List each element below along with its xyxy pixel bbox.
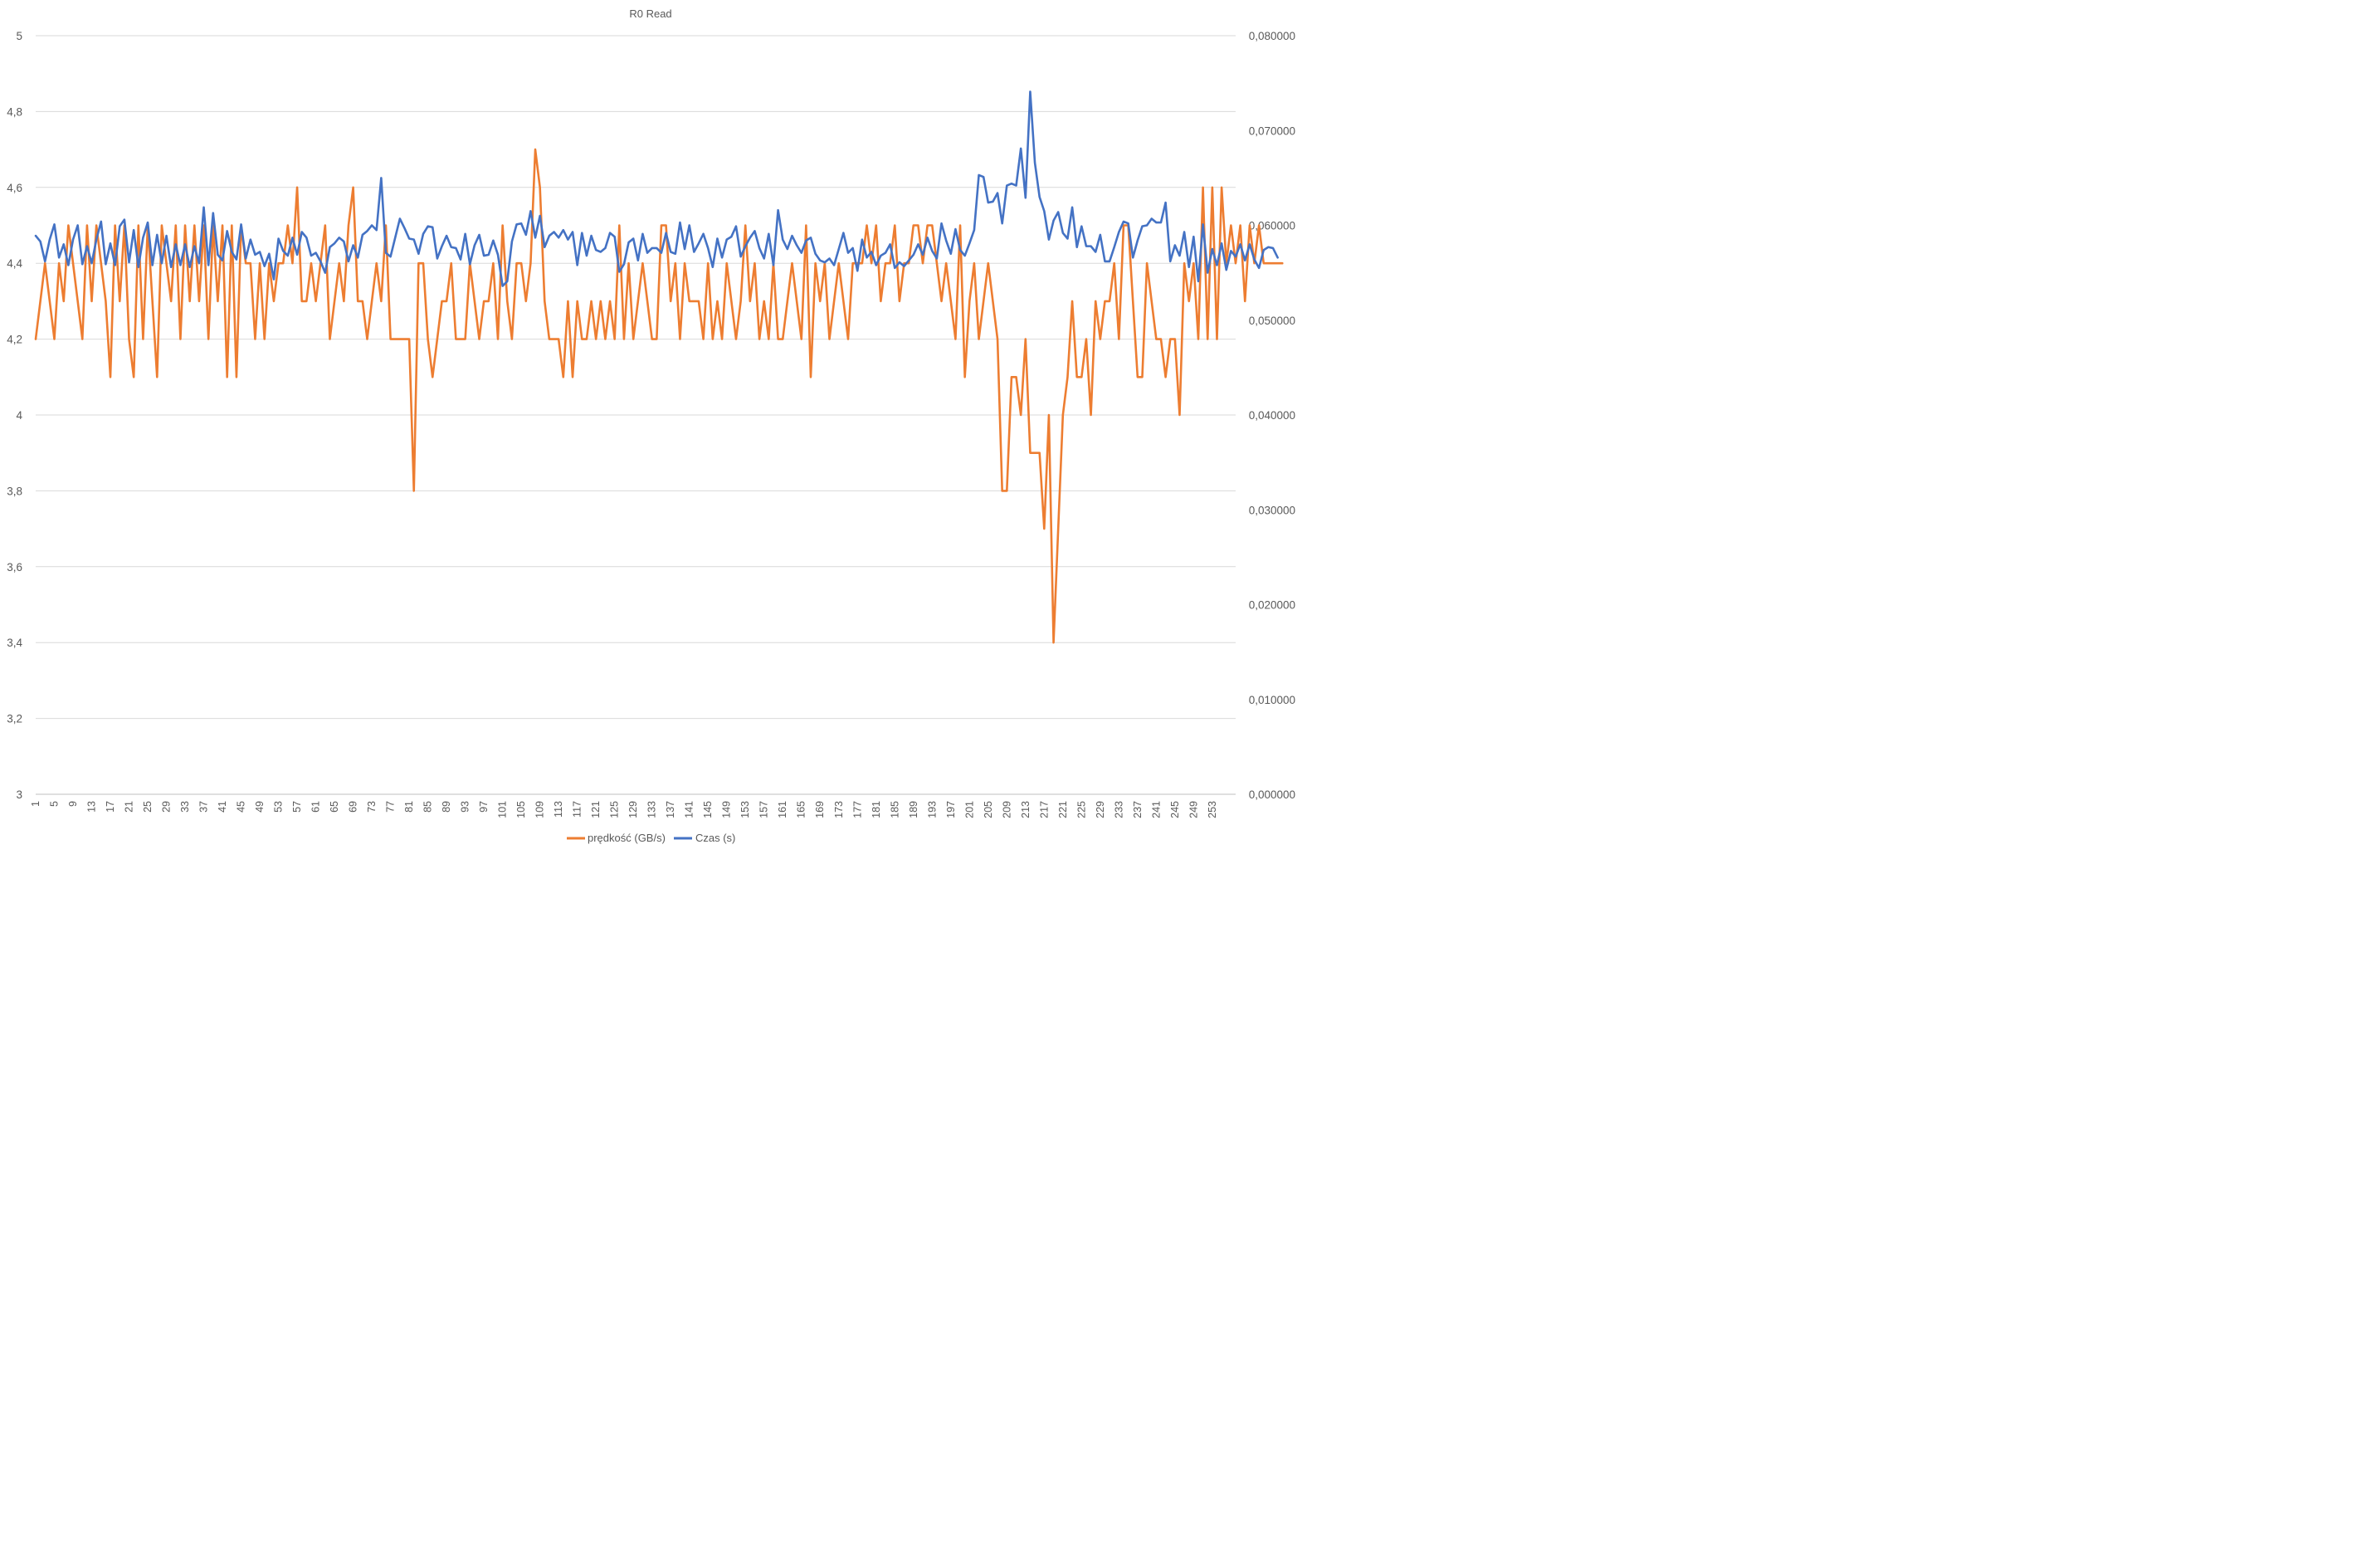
right-axis-tick-label: 0,080000	[1249, 30, 1295, 42]
x-axis-tick-label: 145	[702, 801, 714, 818]
x-axis-tick-label: 109	[534, 801, 546, 818]
x-axis-tick-label: 221	[1057, 801, 1069, 818]
left-axis-tick-label: 3	[16, 788, 22, 801]
x-axis-tick-label: 125	[609, 801, 621, 818]
x-axis-tick-label: 101	[497, 801, 509, 818]
legend-label-time: Czas (s)	[695, 832, 735, 844]
x-axis-tick-label: 213	[1020, 801, 1031, 818]
left-axis-tick-label: 4,6	[7, 182, 22, 194]
x-axis-tick-label: 205	[983, 801, 994, 818]
x-axis-tick-label: 237	[1132, 801, 1144, 818]
x-axis-tick-label: 61	[310, 801, 322, 813]
x-axis-tick-label: 5	[49, 801, 61, 807]
x-axis-tick-label: 141	[684, 801, 695, 818]
x-axis-tick-label: 133	[646, 801, 658, 818]
x-axis-tick-label: 181	[871, 801, 882, 818]
x-axis-tick-label: 245	[1169, 801, 1181, 818]
x-axis-tick-label: 253	[1207, 801, 1218, 818]
x-axis-tick-label: 177	[851, 801, 863, 818]
left-axis-tick-label: 3,6	[7, 561, 22, 574]
x-axis-tick-label: 233	[1113, 801, 1124, 818]
x-axis-tick-label: 153	[739, 801, 751, 818]
chart-background	[0, 0, 1301, 857]
x-axis-tick-label: 117	[572, 801, 583, 818]
left-axis-tick-label: 4	[16, 409, 22, 422]
x-axis-tick-label: 157	[758, 801, 770, 818]
series-line-time	[34, 90, 1279, 287]
x-axis-tick-label: 169	[814, 801, 826, 818]
right-axis-tick-label: 0,060000	[1249, 220, 1295, 232]
x-axis-tick-label: 41	[217, 801, 228, 813]
right-axis-tick-label: 0,040000	[1249, 409, 1295, 422]
x-axis-tick-label: 249	[1188, 801, 1199, 818]
x-axis-tick-label: 1	[30, 801, 41, 807]
right-axis-tick-label: 0,050000	[1249, 315, 1295, 327]
left-axis-tick-label: 4,4	[7, 257, 22, 270]
x-axis-ticks: 1 5 9 13 17 21 25 29 33 37 41 45 49 53 57 61 65 69 73 77 81 8…	[30, 801, 1218, 818]
x-axis-tick-label: 53	[273, 801, 285, 813]
x-axis-tick-label: 17	[105, 801, 116, 813]
x-axis-tick-label: 149	[721, 801, 733, 818]
x-axis-tick-label: 121	[590, 801, 602, 818]
x-axis-tick-label: 93	[460, 801, 471, 813]
left-axis-ticks: 3 3,2 3,4 3,6 3,8 4 4,2 4,4 4,6 4,8 5	[7, 30, 22, 801]
x-axis-tick-label: 13	[86, 801, 98, 813]
right-axis-tick-label: 0,020000	[1249, 599, 1295, 612]
x-axis-tick-label: 189	[908, 801, 919, 818]
x-axis-tick-label: 77	[385, 801, 397, 813]
x-axis-tick-label: 105	[515, 801, 527, 818]
x-axis-tick-label: 113	[553, 801, 564, 818]
x-axis-tick-label: 217	[1038, 801, 1050, 818]
x-axis-tick-label: 225	[1075, 801, 1087, 818]
left-axis-tick-label: 3,8	[7, 485, 22, 497]
x-axis-tick-label: 197	[945, 801, 957, 818]
x-axis-tick-label: 25	[142, 801, 154, 813]
x-axis-tick-label: 97	[478, 801, 490, 813]
x-axis-tick-label: 73	[366, 801, 378, 813]
x-axis-tick-label: 65	[329, 801, 340, 813]
x-axis-tick-label: 173	[833, 801, 845, 818]
x-axis-tick-label: 241	[1150, 801, 1162, 818]
x-axis-tick-label: 89	[441, 801, 452, 813]
right-axis-tick-label: 0,000000	[1249, 788, 1295, 801]
x-axis-tick-label: 185	[889, 801, 900, 818]
chart-root: R0 Read 3 3,2 3,4 3,6 3,8 4 4,2 4,4 4,6 4,8 5 0,00…	[0, 0, 1301, 857]
legend: prędkość (GB/s) Czas (s)	[567, 832, 735, 844]
right-axis-tick-label: 0,010000	[1249, 694, 1295, 706]
x-axis-tick-label: 37	[198, 801, 210, 813]
left-axis-tick-label: 3,2	[7, 713, 22, 725]
x-axis-tick-label: 209	[1001, 801, 1012, 818]
x-axis-tick-label: 21	[124, 801, 135, 813]
x-axis-tick-label: 9	[67, 801, 79, 807]
x-axis-tick-label: 33	[179, 801, 191, 813]
x-axis-tick-label: 129	[627, 801, 639, 818]
x-axis-tick-label: 45	[236, 801, 247, 813]
left-axis-tick-label: 4,2	[7, 334, 22, 346]
x-axis-tick-label: 137	[665, 801, 676, 818]
x-axis-tick-label: 229	[1095, 801, 1106, 818]
x-axis-tick-label: 49	[254, 801, 266, 813]
legend-label-speed: prędkość (GB/s)	[588, 832, 666, 844]
right-axis-tick-label: 0,030000	[1249, 504, 1295, 516]
x-axis-tick-label: 29	[161, 801, 173, 813]
x-axis-tick-label: 201	[963, 801, 975, 818]
series-layer	[34, 90, 1284, 644]
left-axis-tick-label: 5	[16, 30, 22, 42]
chart-title: R0 Read	[629, 7, 671, 20]
x-axis-tick-label: 81	[403, 801, 415, 813]
x-axis-tick-label: 69	[348, 801, 359, 813]
left-axis-tick-label: 4,8	[7, 105, 22, 118]
x-axis-tick-label: 165	[796, 801, 807, 818]
x-axis-tick-label: 161	[777, 801, 788, 818]
x-axis-tick-label: 193	[926, 801, 938, 818]
left-axis-tick-label: 3,4	[7, 637, 22, 649]
right-axis-tick-label: 0,070000	[1249, 124, 1295, 137]
x-axis-tick-label: 85	[422, 801, 434, 813]
x-axis-tick-label: 57	[291, 801, 303, 813]
